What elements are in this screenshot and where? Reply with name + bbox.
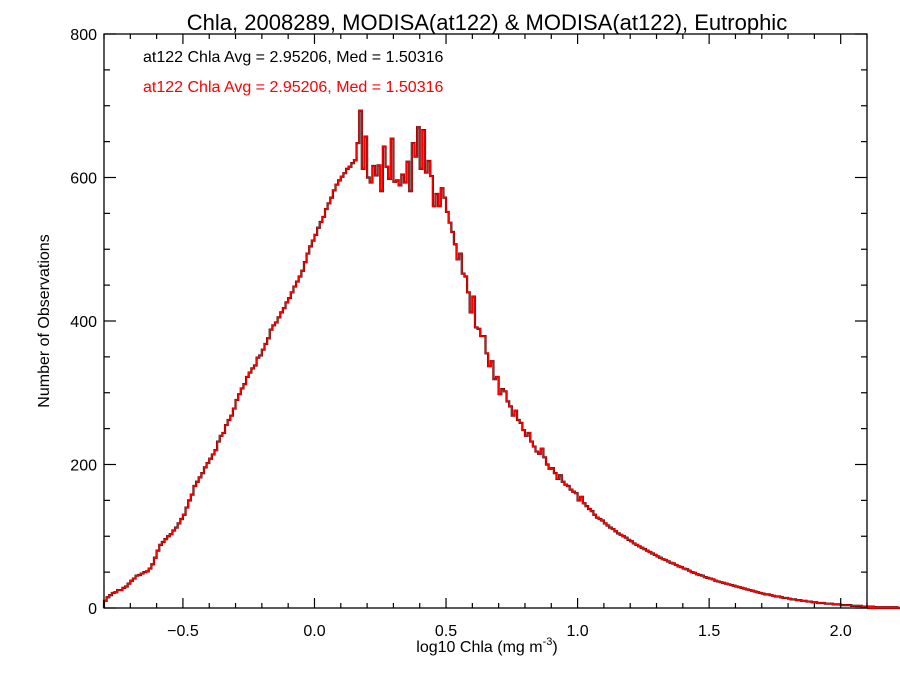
x-tick-label: 1.5 <box>698 623 720 640</box>
y-tick-label: 400 <box>70 314 97 331</box>
x-tick-label: 1.0 <box>566 623 588 640</box>
annotation-red: at122 Chla Avg = 2.95206, Med = 1.50316 <box>143 79 443 96</box>
x-tick-label: 2.0 <box>830 623 852 640</box>
x-tick-label: −0.5 <box>167 623 199 640</box>
chart-title: Chla, 2008289, MODISA(at122) & MODISA(at… <box>187 10 787 35</box>
y-tick-label: 800 <box>70 27 97 44</box>
x-tick-labels: −0.5 0.0 0.5 1.0 1.5 2.0 <box>167 623 852 640</box>
x-axis-label: log10 Chla (mg m-3) <box>416 636 557 656</box>
series-layer <box>102 109 900 610</box>
y-tick-label: 200 <box>70 458 97 475</box>
y-tick-labels: 0 200 400 600 800 <box>70 27 97 618</box>
annotation-black: at122 Chla Avg = 2.95206, Med = 1.50316 <box>143 49 443 66</box>
histogram-series-2 <box>103 109 900 609</box>
x-tick-label: 0.0 <box>303 623 325 640</box>
plot-frame <box>103 33 868 609</box>
x-tick-label: 0.5 <box>435 623 457 640</box>
y-tick-label: 600 <box>70 171 97 188</box>
y-axis-label: Number of Observations <box>36 234 53 407</box>
axis-ticks <box>103 33 868 609</box>
y-tick-label: 0 <box>88 601 97 618</box>
histogram-series-1 <box>102 109 900 610</box>
